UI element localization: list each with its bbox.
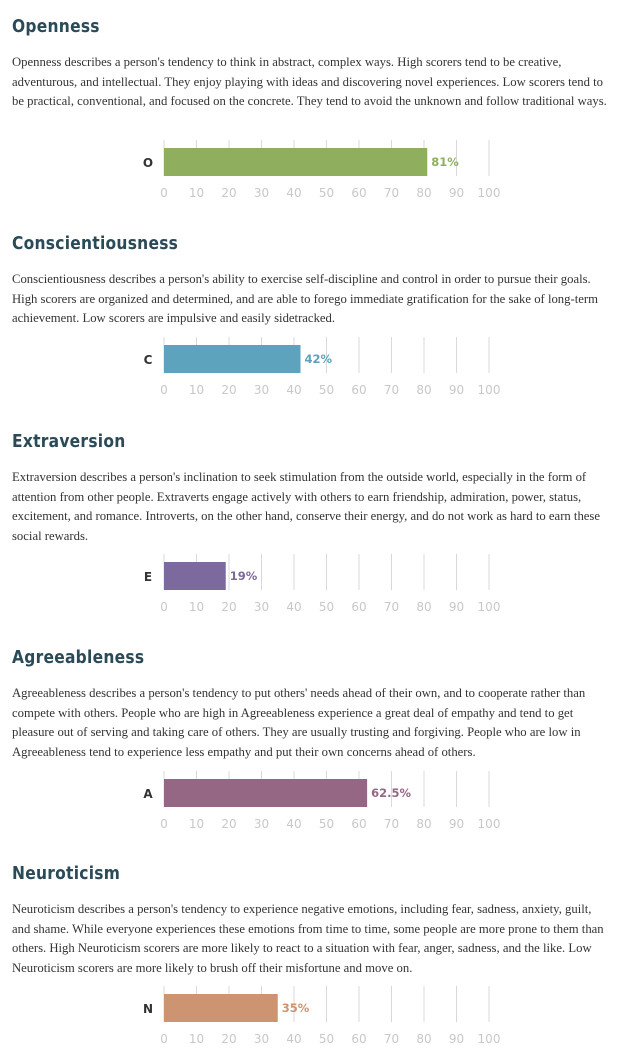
tick-label: 80 bbox=[416, 186, 431, 200]
tick-label: 10 bbox=[189, 383, 204, 397]
section-description: Extraversion describes a person's inclin… bbox=[12, 470, 600, 543]
tick-label: 90 bbox=[449, 1032, 464, 1046]
tick-label: 20 bbox=[221, 186, 236, 200]
bar-chart-extraversion: E 19% 0 10 20 30 40 50 60 70 80 90 100 bbox=[144, 554, 501, 614]
tick-label: 0 bbox=[160, 383, 168, 397]
tick-label: 40 bbox=[286, 817, 301, 831]
value-label: 35% bbox=[282, 1001, 310, 1015]
tick-label: 40 bbox=[286, 1032, 301, 1046]
tick-label: 90 bbox=[449, 383, 464, 397]
category-label: E bbox=[144, 570, 152, 584]
tick-label: 10 bbox=[189, 186, 204, 200]
tick-label: 50 bbox=[319, 186, 334, 200]
tick-label: 80 bbox=[416, 600, 431, 614]
tick-label: 60 bbox=[351, 383, 366, 397]
tick-label: 0 bbox=[160, 817, 168, 831]
tick-label: 10 bbox=[189, 600, 204, 614]
tick-label: 70 bbox=[384, 383, 399, 397]
tick-label: 60 bbox=[351, 600, 366, 614]
category-label: O bbox=[143, 156, 153, 170]
tick-label: 100 bbox=[478, 383, 501, 397]
value-label: 62.5% bbox=[371, 786, 411, 800]
tick-label: 20 bbox=[221, 817, 236, 831]
tick-label: 60 bbox=[351, 186, 366, 200]
tick-label: 70 bbox=[384, 600, 399, 614]
section-description: Neuroticism describes a person's tendenc… bbox=[12, 902, 604, 975]
tick-label: 30 bbox=[254, 600, 269, 614]
tick-label: 30 bbox=[254, 383, 269, 397]
tick-label: 100 bbox=[478, 186, 501, 200]
bar-chart-openness: O 81% 0 10 20 30 40 50 60 70 80 90 100 bbox=[143, 140, 501, 200]
section-title: Neuroticism bbox=[12, 863, 121, 884]
tick-label: 100 bbox=[478, 1032, 501, 1046]
category-label: C bbox=[144, 353, 153, 367]
tick-label: 20 bbox=[221, 600, 236, 614]
section-title: Conscientiousness bbox=[12, 233, 179, 254]
section-description: Openness describes a person's tendency t… bbox=[12, 55, 607, 108]
section-description: Agreeableness describes a person's tende… bbox=[12, 686, 586, 759]
tick-label: 0 bbox=[160, 186, 168, 200]
tick-label: 40 bbox=[286, 600, 301, 614]
tick-label: 10 bbox=[189, 1032, 204, 1046]
tick-label: 90 bbox=[449, 186, 464, 200]
tick-label: 70 bbox=[384, 817, 399, 831]
value-label: 81% bbox=[431, 155, 459, 169]
bar-chart-conscientiousness: C 42% 0 10 20 30 40 50 60 70 80 90 100 bbox=[144, 337, 501, 397]
tick-label: 50 bbox=[319, 600, 334, 614]
tick-label: 20 bbox=[221, 1032, 236, 1046]
category-label: A bbox=[143, 787, 153, 801]
tick-label: 70 bbox=[384, 1032, 399, 1046]
section-title: Agreeableness bbox=[12, 647, 145, 668]
tick-label: 10 bbox=[189, 817, 204, 831]
tick-label: 50 bbox=[319, 1032, 334, 1046]
tick-label: 30 bbox=[254, 1032, 269, 1046]
value-label: 42% bbox=[305, 352, 333, 366]
bar-chart-neuroticism: N 35% 0 10 20 30 40 50 60 70 80 90 100 bbox=[143, 986, 501, 1046]
tick-label: 100 bbox=[478, 817, 501, 831]
tick-label: 60 bbox=[351, 1032, 366, 1046]
tick-label: 0 bbox=[160, 1032, 168, 1046]
tick-label: 20 bbox=[221, 383, 236, 397]
tick-label: 30 bbox=[254, 186, 269, 200]
bar bbox=[164, 148, 428, 176]
bar bbox=[164, 779, 368, 807]
bar bbox=[164, 562, 226, 590]
section-description: Conscientiousness describes a person's a… bbox=[12, 272, 598, 325]
section-title: Extraversion bbox=[12, 431, 126, 452]
tick-label: 90 bbox=[449, 600, 464, 614]
bar bbox=[164, 345, 301, 373]
tick-label: 90 bbox=[449, 817, 464, 831]
tick-label: 60 bbox=[351, 817, 366, 831]
bar-chart-agreeableness: A 62.5% 0 10 20 30 40 50 60 70 80 90 100 bbox=[143, 771, 501, 831]
tick-label: 80 bbox=[416, 1032, 431, 1046]
tick-label: 50 bbox=[319, 817, 334, 831]
section-title: Openness bbox=[12, 16, 100, 37]
tick-label: 70 bbox=[384, 186, 399, 200]
tick-label: 80 bbox=[416, 383, 431, 397]
tick-label: 40 bbox=[286, 186, 301, 200]
tick-label: 80 bbox=[416, 817, 431, 831]
bar bbox=[164, 994, 278, 1022]
tick-label: 40 bbox=[286, 383, 301, 397]
tick-label: 100 bbox=[478, 600, 501, 614]
value-label: 19% bbox=[230, 569, 258, 583]
tick-label: 30 bbox=[254, 817, 269, 831]
tick-label: 0 bbox=[160, 600, 168, 614]
category-label: N bbox=[143, 1002, 153, 1016]
tick-label: 50 bbox=[319, 383, 334, 397]
